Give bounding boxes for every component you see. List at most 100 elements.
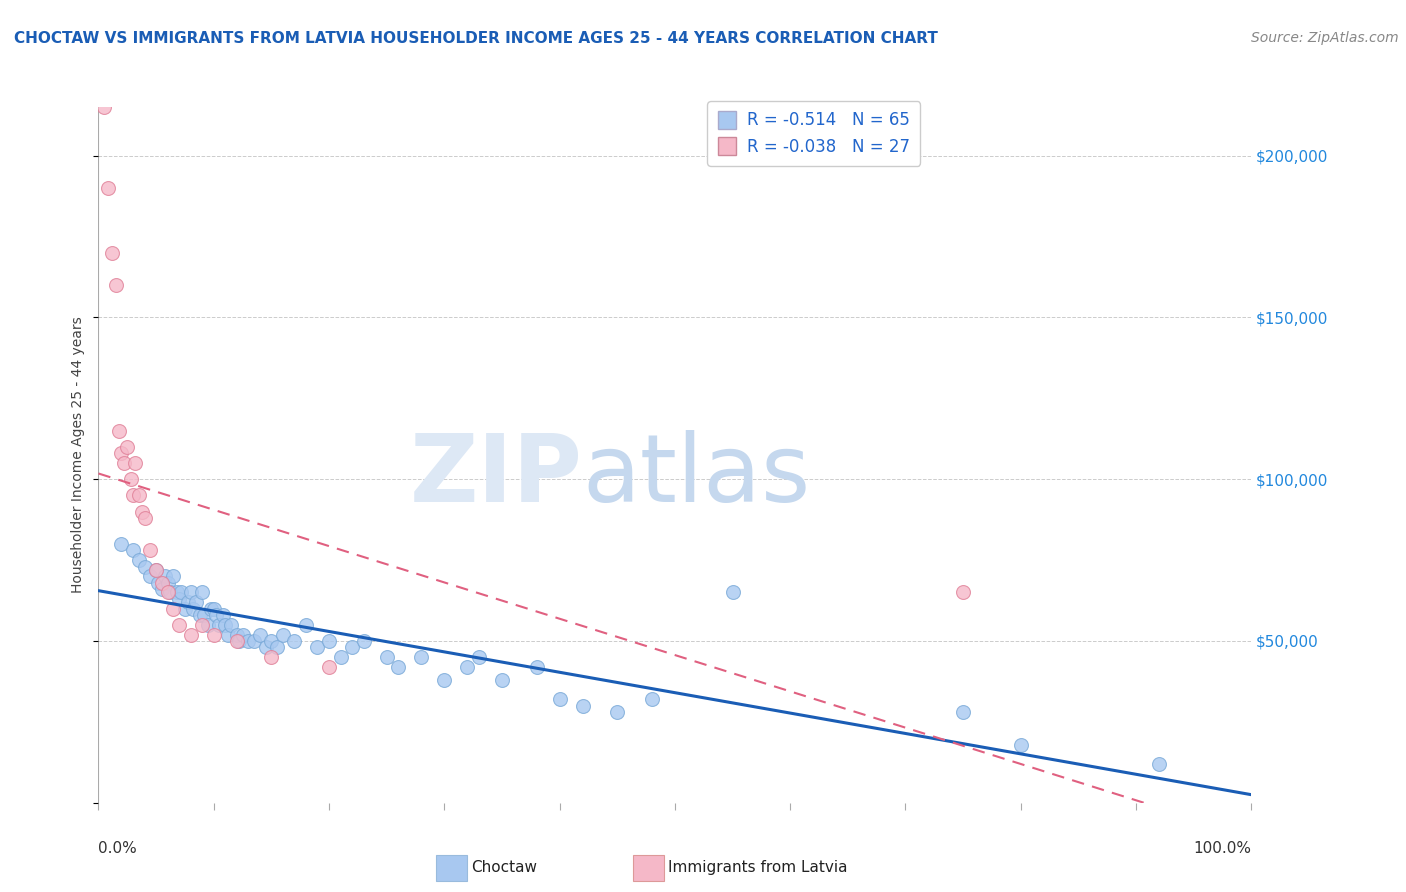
Point: [387, 660, 409, 674]
Point: [225, 627, 247, 641]
Point: [219, 617, 242, 632]
Point: [208, 617, 231, 632]
Point: [340, 640, 363, 655]
Point: [606, 705, 628, 719]
Point: [202, 601, 225, 615]
Point: [243, 634, 266, 648]
Point: [150, 582, 173, 597]
Point: [122, 543, 145, 558]
Point: [433, 673, 456, 687]
Point: [167, 617, 190, 632]
Point: [177, 595, 200, 609]
Point: [148, 575, 170, 590]
Point: [167, 591, 190, 606]
Point: [318, 660, 340, 674]
Text: ZIP: ZIP: [409, 430, 582, 522]
Point: [155, 569, 177, 583]
Point: [104, 278, 127, 293]
Point: [260, 634, 283, 648]
Point: [108, 424, 131, 438]
Point: [952, 585, 974, 599]
Point: [174, 601, 197, 615]
Point: [145, 563, 167, 577]
Y-axis label: Householder Income Ages 25 - 44 years: Householder Income Ages 25 - 44 years: [70, 317, 84, 593]
Point: [150, 575, 173, 590]
Point: [162, 601, 184, 615]
Point: [468, 650, 491, 665]
Text: Choctaw: Choctaw: [471, 861, 537, 875]
Point: [721, 585, 744, 599]
Point: [952, 705, 974, 719]
Text: 100.0%: 100.0%: [1194, 841, 1251, 856]
Point: [112, 456, 135, 470]
Point: [295, 617, 318, 632]
Point: [217, 627, 239, 641]
Point: [238, 634, 260, 648]
Point: [491, 673, 513, 687]
Point: [128, 488, 150, 502]
Point: [193, 608, 215, 623]
Point: [214, 617, 236, 632]
Point: [186, 595, 208, 609]
Point: [124, 456, 146, 470]
Point: [375, 650, 398, 665]
Point: [166, 585, 188, 599]
Point: [353, 634, 375, 648]
Point: [271, 627, 294, 641]
Point: [180, 627, 202, 641]
Point: [200, 601, 222, 615]
Point: [254, 640, 277, 655]
Text: 0.0%: 0.0%: [98, 841, 138, 856]
Point: [162, 569, 184, 583]
Point: [266, 640, 288, 655]
Point: [1147, 756, 1170, 771]
Point: [122, 488, 145, 502]
Point: [191, 585, 214, 599]
Point: [329, 650, 352, 665]
Point: [526, 660, 548, 674]
Point: [283, 634, 305, 648]
Point: [641, 692, 664, 706]
Point: [212, 608, 235, 623]
Point: [225, 634, 247, 648]
Point: [131, 504, 153, 518]
Point: [1010, 738, 1032, 752]
Point: [156, 585, 179, 599]
Point: [197, 617, 219, 632]
Point: [159, 585, 181, 599]
Point: [170, 585, 193, 599]
Text: atlas: atlas: [582, 430, 811, 522]
Point: [205, 608, 228, 623]
Point: [128, 553, 150, 567]
Point: [191, 617, 214, 632]
Point: [456, 660, 478, 674]
Point: [139, 543, 162, 558]
Point: [231, 627, 254, 641]
Point: [318, 634, 340, 648]
Point: [571, 698, 593, 713]
Point: [120, 472, 142, 486]
Point: [411, 650, 433, 665]
Point: [101, 245, 124, 260]
Point: [93, 100, 115, 114]
Point: [139, 569, 162, 583]
Point: [260, 650, 283, 665]
Text: CHOCTAW VS IMMIGRANTS FROM LATVIA HOUSEHOLDER INCOME AGES 25 - 44 YEARS CORRELAT: CHOCTAW VS IMMIGRANTS FROM LATVIA HOUSEH…: [14, 31, 938, 46]
Text: Source: ZipAtlas.com: Source: ZipAtlas.com: [1251, 31, 1399, 45]
Point: [156, 575, 179, 590]
Point: [145, 563, 167, 577]
Point: [228, 634, 250, 648]
Point: [97, 181, 120, 195]
Point: [548, 692, 571, 706]
Point: [134, 559, 156, 574]
Point: [307, 640, 329, 655]
Point: [181, 601, 204, 615]
Text: Immigrants from Latvia: Immigrants from Latvia: [668, 861, 848, 875]
Legend: R = -0.514   N = 65, R = -0.038   N = 27: R = -0.514 N = 65, R = -0.038 N = 27: [707, 102, 920, 166]
Point: [134, 511, 156, 525]
Point: [188, 608, 211, 623]
Point: [249, 627, 271, 641]
Point: [117, 440, 139, 454]
Point: [180, 585, 202, 599]
Point: [110, 537, 132, 551]
